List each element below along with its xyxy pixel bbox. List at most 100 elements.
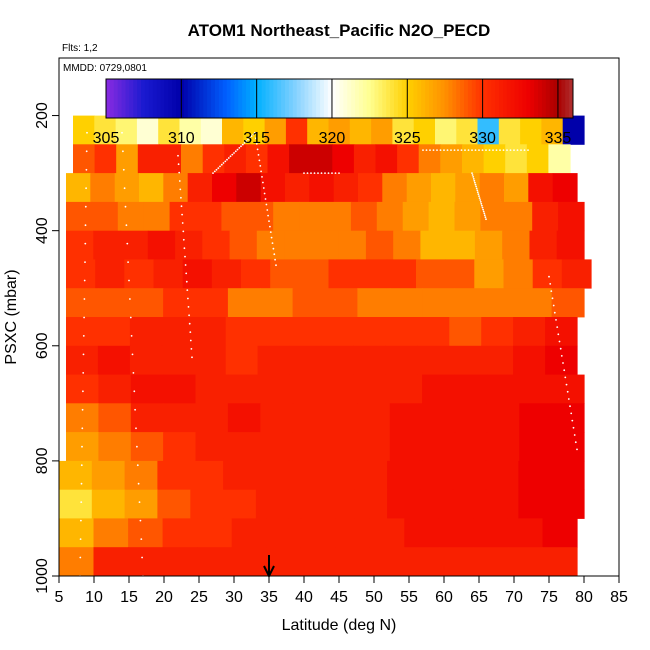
heat-cell — [256, 230, 285, 260]
track-point — [84, 242, 87, 245]
heat-cell — [128, 547, 164, 577]
track-point — [129, 298, 131, 300]
heat-cell — [328, 259, 359, 289]
track-point — [481, 204, 483, 207]
heat-cell — [333, 173, 359, 203]
heat-cell — [413, 115, 436, 145]
heat-cell — [225, 317, 259, 347]
track-point — [130, 335, 133, 337]
heat-cell — [66, 374, 99, 404]
track-point — [229, 155, 232, 158]
heat-cell — [513, 317, 546, 347]
heat-cell — [128, 518, 164, 548]
heat-cell — [418, 144, 441, 174]
x-tick-label: 50 — [365, 589, 383, 606]
heat-cell — [66, 201, 93, 232]
heat-cell — [419, 489, 454, 519]
heat-cell — [129, 317, 163, 347]
heat-cell — [325, 288, 358, 318]
colorbar-segment — [226, 79, 232, 118]
heat-cell — [371, 115, 393, 145]
heat-cell — [454, 288, 488, 318]
track-point — [182, 238, 185, 241]
track-point — [258, 159, 261, 162]
colorbar-segment — [137, 79, 142, 118]
track-point — [562, 362, 564, 364]
heat-cell — [474, 230, 503, 260]
track-point — [549, 283, 552, 285]
heat-cell — [161, 345, 195, 375]
heat-cell — [222, 115, 244, 145]
track-point — [227, 157, 230, 159]
heat-cell — [212, 173, 237, 203]
track-point — [178, 180, 181, 182]
heat-cell — [73, 144, 96, 174]
heat-cell — [454, 403, 488, 433]
heat-cell — [66, 345, 99, 375]
heat-cell — [227, 374, 261, 404]
heat-cell — [163, 173, 189, 203]
heat-cell — [422, 374, 456, 404]
track-point — [559, 347, 562, 350]
heat-cell — [449, 317, 482, 347]
heat-cell — [328, 115, 351, 145]
heat-cell — [202, 230, 231, 260]
heat-cell — [227, 403, 261, 433]
heat-cell — [175, 230, 203, 260]
track-point — [564, 376, 567, 379]
heat-cell — [435, 115, 457, 145]
track-point — [226, 158, 228, 161]
track-point — [183, 247, 186, 250]
track-point — [474, 149, 477, 152]
track-point — [80, 482, 83, 485]
heat-cell — [211, 259, 242, 289]
heat-cell — [449, 345, 482, 375]
heat-cell — [357, 432, 391, 462]
heat-cell — [197, 518, 233, 548]
track-point — [272, 247, 275, 250]
track-point — [422, 149, 424, 152]
colorbar-segment — [187, 79, 193, 118]
track-point — [320, 172, 323, 175]
track-point — [567, 398, 570, 400]
track-point — [264, 198, 267, 200]
heat-cell — [289, 144, 312, 174]
track-point — [556, 326, 559, 328]
track-point — [262, 181, 264, 184]
heat-cell — [66, 259, 96, 289]
heat-cell — [349, 115, 372, 145]
heat-cell — [321, 489, 355, 519]
track-point — [86, 131, 88, 134]
track-point — [262, 187, 265, 189]
colorbar-segment — [176, 79, 181, 118]
track-point — [275, 264, 277, 267]
heat-cell — [300, 518, 336, 548]
colorbar-segment — [374, 79, 379, 118]
colorbar-segment — [444, 79, 449, 118]
heat-cell — [157, 489, 191, 519]
colorbar-tick-label: 320 — [319, 130, 346, 147]
track-point — [566, 390, 569, 393]
colorbar-segment — [265, 79, 270, 118]
heat-cell — [428, 201, 456, 232]
heat-cell — [195, 403, 229, 433]
track-point — [80, 464, 83, 467]
track-point — [82, 390, 84, 393]
track-point — [457, 149, 459, 152]
heat-cell — [288, 489, 323, 519]
heat-cell — [321, 317, 354, 347]
track-point — [317, 172, 319, 175]
colorbar-segment — [285, 79, 290, 118]
track-point — [483, 214, 486, 217]
colorbar-tick-label: 315 — [243, 130, 270, 147]
heat-cell — [419, 460, 454, 491]
heat-cell — [299, 259, 330, 289]
heat-cell — [506, 201, 533, 232]
track-point — [513, 149, 515, 152]
track-point — [81, 445, 83, 448]
y-tick-label: 200 — [34, 102, 51, 129]
colorbar-segment — [335, 79, 340, 118]
track-point — [127, 261, 129, 263]
heat-cell — [485, 489, 519, 519]
track-point — [138, 501, 141, 503]
